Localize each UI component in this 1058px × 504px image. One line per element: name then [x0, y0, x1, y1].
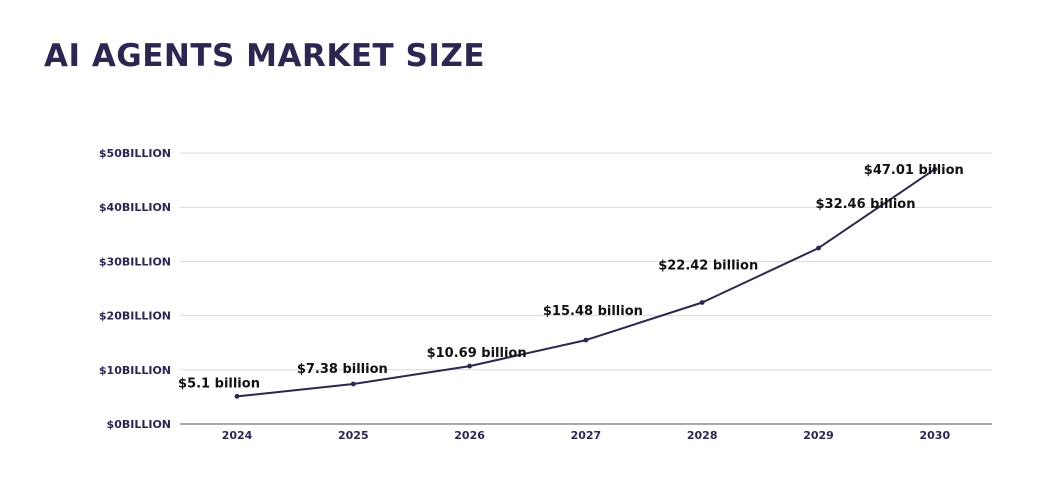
y-tick-label: $20BILLION: [99, 310, 171, 323]
page-title: AI AGENTS MARKET SIZE: [44, 38, 486, 74]
x-tick-label: 2025: [338, 429, 369, 442]
data-label: $7.38 billion: [297, 362, 388, 377]
data-label: $15.48 billion: [543, 304, 643, 319]
y-tick-label: $30BILLION: [99, 255, 171, 268]
x-tick-label: 2027: [571, 429, 602, 442]
data-label: $32.46 billion: [815, 197, 915, 212]
x-tick-label: 2028: [687, 429, 718, 442]
data-label: $10.69 billion: [427, 346, 527, 361]
data-point: [699, 300, 705, 305]
data-label: $5.1 billion: [178, 376, 260, 391]
y-tick-label: $0BILLION: [107, 418, 171, 431]
x-tick-label: 2026: [454, 429, 485, 442]
data-label: $47.01 billion: [864, 163, 964, 178]
data-point: [932, 166, 938, 172]
data-point: [467, 363, 472, 369]
data-point: [350, 381, 356, 387]
x-tick-label: 2024: [222, 429, 253, 442]
x-tick-label: 2030: [919, 429, 950, 442]
data-point: [816, 245, 821, 251]
y-tick-label: $10BILLION: [99, 364, 171, 377]
data-label: $22.42 billion: [658, 258, 758, 273]
data-point: [583, 337, 589, 343]
data-point: [234, 393, 240, 399]
x-tick-label: 2029: [803, 429, 834, 442]
y-tick-label: $50BILLION: [99, 147, 171, 160]
y-tick-label: $40BILLION: [99, 201, 171, 214]
